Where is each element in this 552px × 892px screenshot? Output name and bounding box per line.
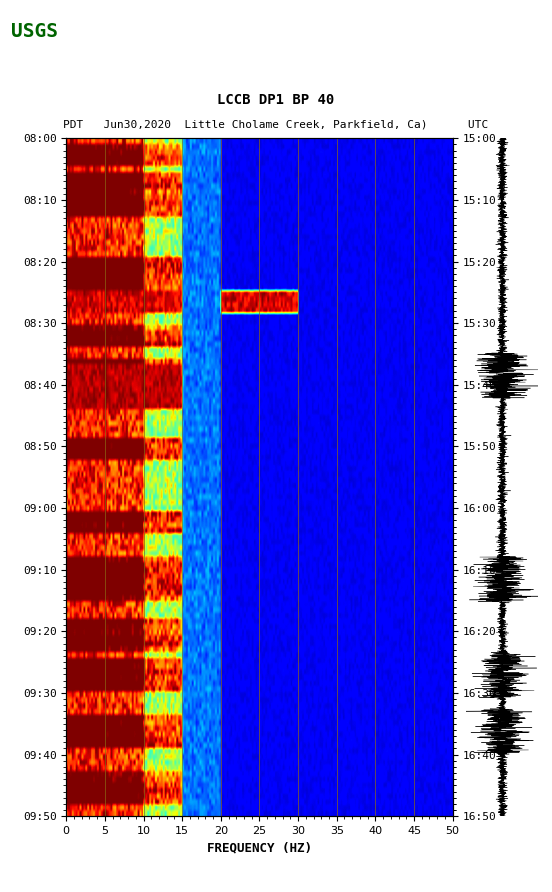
Text: USGS: USGS: [11, 22, 58, 41]
Text: PDT   Jun30,2020  Little Cholame Creek, Parkfield, Ca)      UTC: PDT Jun30,2020 Little Cholame Creek, Par…: [63, 120, 489, 129]
Text: LCCB DP1 BP 40: LCCB DP1 BP 40: [217, 93, 335, 107]
X-axis label: FREQUENCY (HZ): FREQUENCY (HZ): [207, 841, 312, 855]
